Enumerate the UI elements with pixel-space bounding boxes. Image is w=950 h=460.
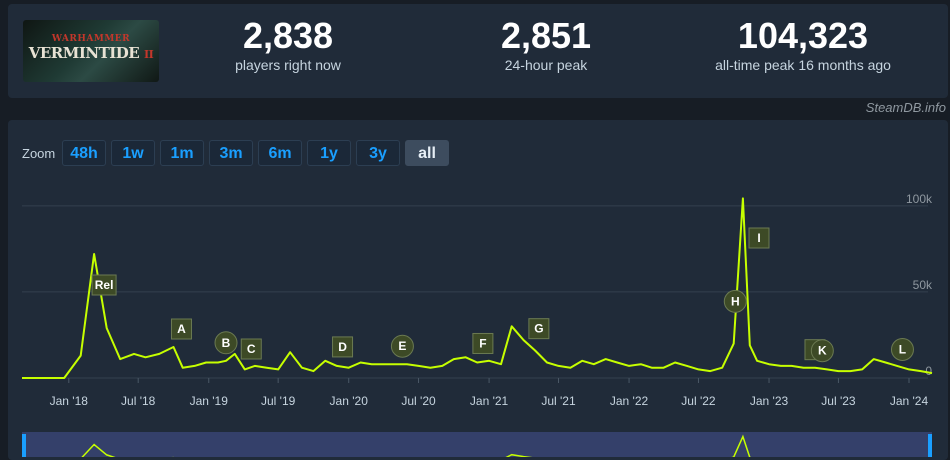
annotation-label: I <box>757 231 760 245</box>
annotation-marker[interactable]: C <box>240 338 262 360</box>
zoom-3y-button[interactable]: 3y <box>356 140 400 166</box>
x-tick-label: Jul '22 <box>681 394 716 408</box>
x-tick-label: Jul '21 <box>541 394 576 408</box>
annotation-label: D <box>338 340 347 354</box>
annotation-marker[interactable]: A <box>170 318 192 340</box>
annotation-badge <box>214 331 238 355</box>
annotation-label: B <box>222 336 231 350</box>
annotation-label: K <box>818 344 827 358</box>
stat-value: 2,838 <box>242 15 334 56</box>
annotation-label: Rel <box>95 278 114 292</box>
logo-numeral: II <box>143 48 154 61</box>
stats-bar <box>8 4 948 98</box>
y-tick-label: 50k <box>913 278 933 292</box>
x-tick-label: Jul '18 <box>121 394 156 408</box>
stat-players-now: 2,838 players right now <box>188 16 388 74</box>
stat-label: all-time peak 16 months ago <box>715 57 891 73</box>
annotation-badge <box>472 332 494 354</box>
y-tick-label: 100k <box>906 192 933 206</box>
annotation-marker[interactable]: I <box>748 227 770 249</box>
y-tick-label: 0 <box>925 364 932 378</box>
annotation-label: L <box>899 343 906 357</box>
stat-label: 24-hour peak <box>504 57 588 73</box>
annotation-badge <box>890 338 914 362</box>
zoom-1w-button[interactable]: 1w <box>111 140 155 166</box>
annotation-badge <box>390 334 414 358</box>
x-tick-label: Jul '23 <box>821 394 856 408</box>
annotation-badge <box>810 339 834 363</box>
annotation-label: G <box>534 322 543 336</box>
x-tick-label: Jan '18 <box>50 394 89 408</box>
annotation-badge <box>240 338 262 360</box>
x-tick-label: Jan '22 <box>610 394 649 408</box>
zoom-3m-button[interactable]: 3m <box>209 140 253 166</box>
logo-top-text: WARHAMMER <box>51 34 131 44</box>
annotation-label: F <box>479 336 486 350</box>
annotation-marker[interactable]: H <box>723 289 747 313</box>
annotation-label: H <box>731 294 740 308</box>
game-logo[interactable]: WARHAMMER VERMINTIDE II <box>23 20 159 82</box>
steamdb-credit[interactable]: SteamDB.info <box>865 100 946 115</box>
chart-panel <box>8 120 948 460</box>
stat-value: 2,851 <box>500 15 592 56</box>
stat-label: players right now <box>235 57 341 73</box>
zoom-1m-button[interactable]: 1m <box>160 140 204 166</box>
annotation-marker[interactable]: D <box>332 336 354 358</box>
annotation-marker[interactable]: F <box>472 332 494 354</box>
stat-value: 104,323 <box>737 15 869 56</box>
stat-24h-peak: 2,851 24-hour peak <box>446 16 646 74</box>
annotation-label: C <box>247 342 256 356</box>
series-line <box>22 197 933 379</box>
annotation-badge <box>723 289 747 313</box>
annotation-marker[interactable]: G <box>528 318 550 340</box>
annotation-badge <box>170 318 192 340</box>
annotation-marker[interactable]: K <box>810 339 834 363</box>
annotation-marker[interactable]: Rel <box>91 274 117 296</box>
x-tick-label: Jan '24 <box>890 394 929 408</box>
x-tick-label: Jan '19 <box>190 394 229 408</box>
logo-title: VERMINTIDE <box>28 44 140 62</box>
x-tick-label: Jan '23 <box>750 394 789 408</box>
annotation-label: A <box>177 322 186 336</box>
x-tick-label: Jan '20 <box>330 394 369 408</box>
annotation-badge <box>332 336 354 358</box>
logo-main-text: VERMINTIDE II <box>23 44 159 62</box>
annotation-label: E <box>398 339 406 353</box>
x-tick-label: Jan '21 <box>470 394 509 408</box>
zoom-48h-button[interactable]: 48h <box>62 140 106 166</box>
annotation-badge <box>91 274 117 296</box>
annotation-marker[interactable]: E <box>390 334 414 358</box>
navigator-handle-right <box>928 434 932 457</box>
zoom-label: Zoom <box>22 146 56 161</box>
stat-all-time-peak: 104,323 all-time peak 16 months ago <box>693 16 913 74</box>
zoom-1y-button[interactable]: 1y <box>307 140 351 166</box>
zoom-6m-button[interactable]: 6m <box>258 140 302 166</box>
annotation-badge <box>748 227 770 249</box>
navigator-handle-left <box>22 434 26 457</box>
navigator-strip <box>22 432 932 457</box>
zoom-all-button[interactable]: all <box>405 140 449 166</box>
x-tick-label: Jul '19 <box>261 394 296 408</box>
annotation-marker[interactable]: B <box>214 331 238 355</box>
annotation-marker[interactable]: L <box>890 338 914 362</box>
x-tick-label: Jul '20 <box>401 394 436 408</box>
annotation-badge <box>528 318 550 340</box>
